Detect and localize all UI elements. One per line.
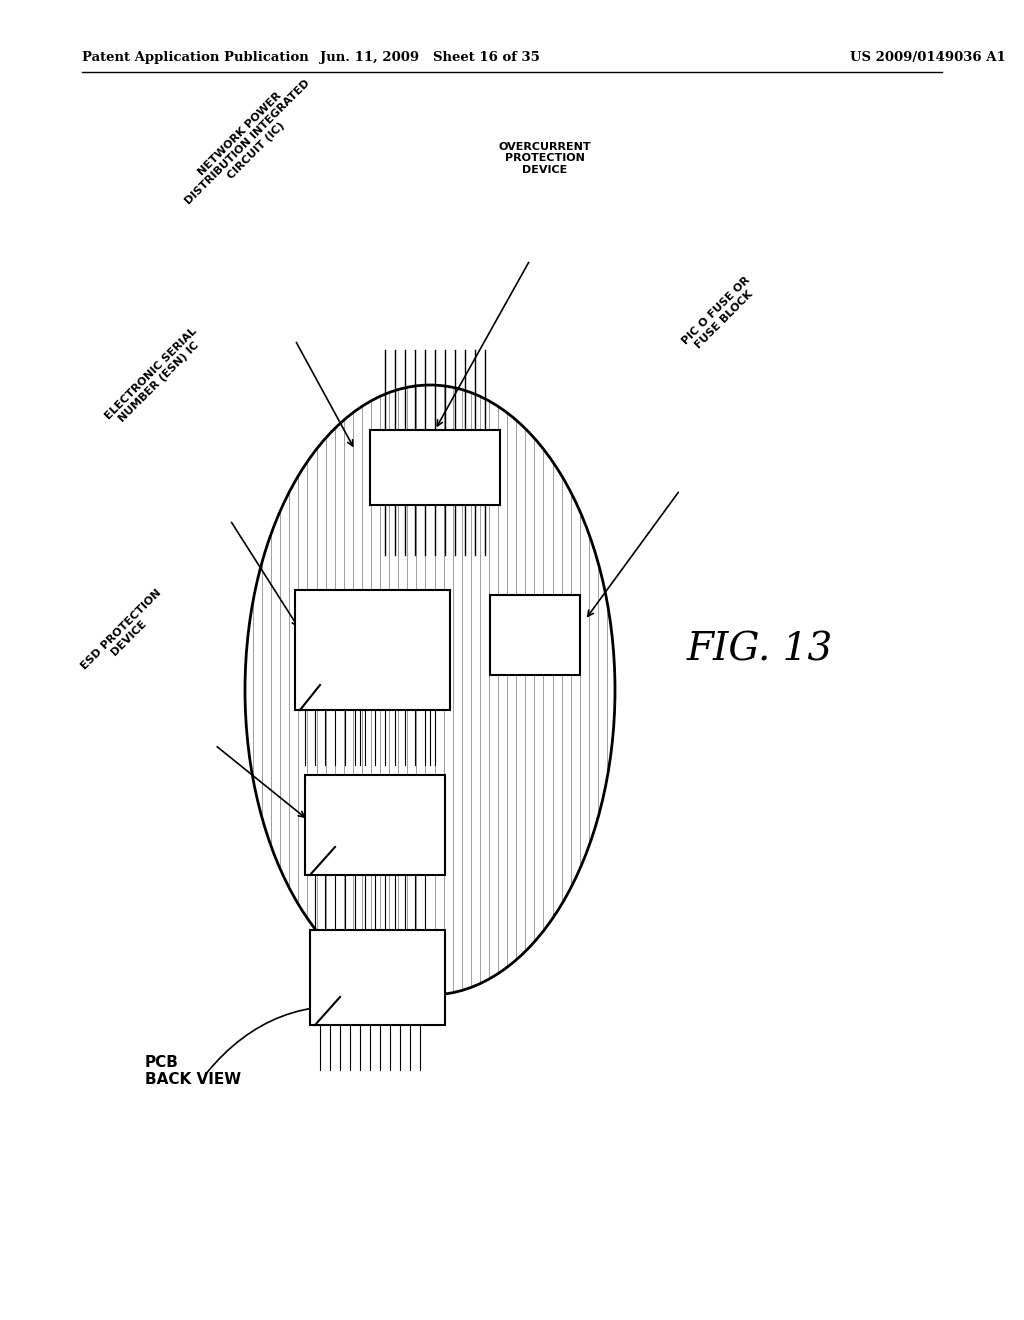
Bar	[295, 590, 450, 710]
Text: Jun. 11, 2009   Sheet 16 of 35: Jun. 11, 2009 Sheet 16 of 35	[321, 51, 540, 65]
Bar	[310, 931, 445, 1026]
Text: NETWORK POWER
DISTRIBUTION INTEGRATED
CIRCUIT (IC): NETWORK POWER DISTRIBUTION INTEGRATED CI…	[175, 70, 321, 215]
Text: US 2009/0149036 A1: US 2009/0149036 A1	[850, 51, 1006, 65]
Text: Patent Application Publication: Patent Application Publication	[82, 51, 309, 65]
Text: FIG. 13: FIG. 13	[687, 631, 834, 668]
Text: PCB
BACK VIEW: PCB BACK VIEW	[145, 1055, 241, 1088]
Text: PIC O FUSE OR
FUSE BLOCK: PIC O FUSE OR FUSE BLOCK	[680, 275, 760, 355]
Text: ELECTRONIC SERIAL
NUMBER (ESN) IC: ELECTRONIC SERIAL NUMBER (ESN) IC	[103, 326, 207, 430]
Text: OVERCURRENT
PROTECTION
DEVICE: OVERCURRENT PROTECTION DEVICE	[499, 141, 591, 176]
Text: ESD PROTECTION
DEVICE: ESD PROTECTION DEVICE	[79, 587, 171, 680]
Bar	[490, 595, 580, 675]
Bar	[305, 775, 445, 875]
Bar	[370, 430, 500, 506]
